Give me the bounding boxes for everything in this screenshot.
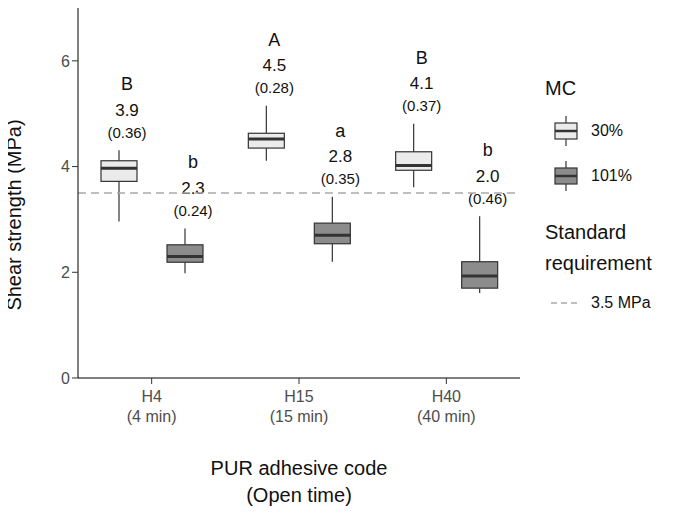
svg-text:H4: H4 (141, 388, 162, 405)
svg-text:3.9: 3.9 (115, 101, 139, 120)
svg-text:0: 0 (61, 370, 70, 387)
svg-text:(4 min): (4 min) (127, 408, 177, 425)
svg-text:2.0: 2.0 (476, 167, 500, 186)
svg-text:H15: H15 (284, 388, 313, 405)
html-text:101%: 101% (591, 167, 632, 184)
html-text:(Open time): (Open time) (246, 484, 352, 506)
svg-text:2.3: 2.3 (181, 179, 205, 198)
svg-text:2: 2 (61, 264, 70, 281)
svg-text:(0.35): (0.35) (321, 170, 360, 187)
html-text:Standard requirement: Standard requirement (545, 221, 652, 274)
svg-text:2.8: 2.8 (329, 147, 353, 166)
svg-text:H40: H40 (432, 388, 461, 405)
svg-text:(0.37): (0.37) (402, 97, 441, 114)
svg-text:b: b (188, 152, 198, 172)
svg-text:(40 min): (40 min) (417, 408, 476, 425)
html-text:30%: 30% (591, 122, 623, 139)
svg-text:4.1: 4.1 (410, 74, 434, 93)
svg-text:(0.28): (0.28) (255, 79, 294, 96)
html-text:Shear strength (MPa): Shear strength (MPa) (3, 119, 25, 311)
html-text:MC: MC (545, 77, 577, 99)
html-text:3.5 MPa: 3.5 MPa (591, 294, 651, 311)
svg-text:(0.36): (0.36) (107, 124, 146, 141)
svg-text:4.5: 4.5 (263, 56, 287, 75)
svg-text:4: 4 (61, 158, 70, 175)
svg-text:B: B (121, 74, 133, 94)
svg-text:(0.24): (0.24) (173, 202, 212, 219)
svg-text:6: 6 (61, 53, 70, 70)
svg-text:a: a (335, 121, 346, 141)
svg-text:(0.46): (0.46) (468, 189, 508, 207)
svg-text:(15 min): (15 min) (270, 408, 329, 425)
svg-text:B: B (416, 48, 428, 68)
svg-text:b: b (483, 140, 493, 160)
svg-text:A: A (268, 30, 280, 50)
html-text:PUR adhesive code: PUR adhesive code (210, 457, 388, 479)
